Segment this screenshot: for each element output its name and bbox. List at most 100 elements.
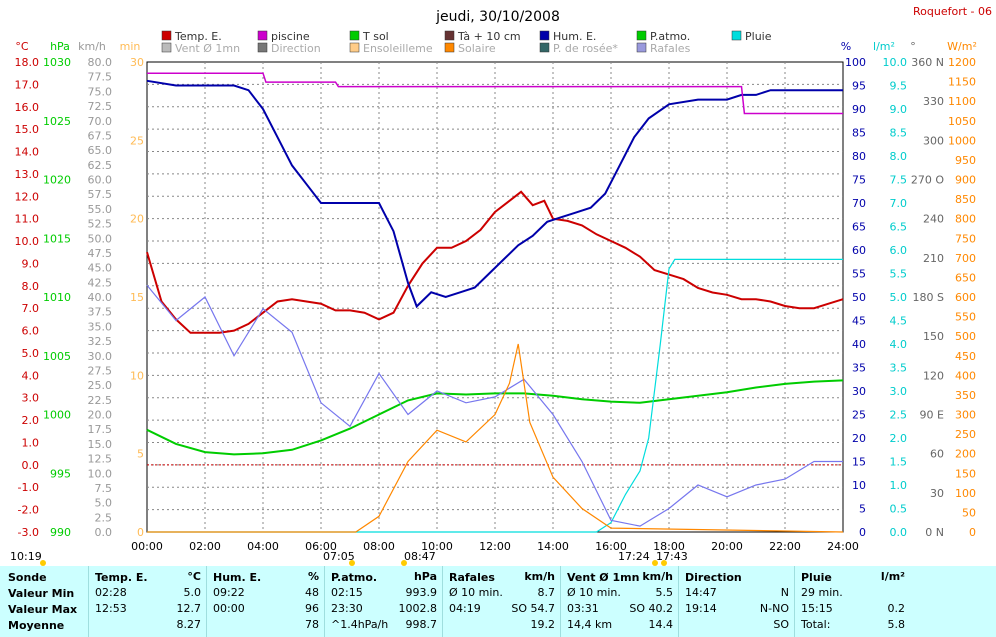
chart-legend: Temp. E. piscine T sol Tà + 10 cm Hum. E. P.a…	[161, 30, 772, 55]
min-axis-tick: 15	[130, 291, 144, 304]
press-axis-tick: 1000	[43, 409, 71, 422]
rain-axis-tick: 8.0	[890, 150, 908, 163]
rain-axis-tick: 2.5	[890, 409, 908, 422]
sun-marker-icon	[349, 560, 355, 566]
wind-axis-tick: 52.5	[88, 218, 113, 231]
legend-swatch	[636, 30, 647, 41]
min-axis-unit: min	[120, 40, 141, 53]
wind-axis-tick: 55.0	[88, 203, 113, 216]
solar-axis-tick: 850	[955, 193, 976, 206]
wind-axis-tick: 22.5	[88, 394, 113, 407]
temp-axis-tick: 11.0	[15, 213, 40, 226]
hum-axis-tick: 90	[852, 103, 866, 116]
min-axis-tick: 25	[130, 134, 144, 147]
x-tick: 00:00	[131, 540, 163, 553]
solar-axis-tick: 250	[955, 428, 976, 441]
temp-axis-tick: -3.0	[18, 526, 39, 539]
tcol-temp-unit: °C	[187, 570, 201, 583]
press-axis-tick: 1015	[43, 232, 71, 245]
solar-axis-tick: 50	[962, 506, 976, 519]
tcol-raf-value: SO 54.7	[511, 602, 555, 615]
x-tick: 06:00	[305, 540, 337, 553]
rain-axis-tick: 5.5	[890, 268, 908, 281]
station-name: Roquefort - 06	[913, 5, 992, 18]
rain-axis-tick: 2.0	[890, 432, 908, 445]
tcol-hum-title: Hum. E.	[213, 571, 262, 584]
tcol-temp-time: 02:28	[95, 586, 127, 599]
tcol-dir-value: N	[780, 586, 789, 599]
weather-chart: jeudi, 30/10/2008 Roquefort - 06 Temp. E…	[10, 5, 992, 566]
tcol-raf-title: Rafales	[449, 571, 495, 584]
temp-axis-tick: 13.0	[15, 168, 40, 181]
time-markers: 10:19 07:05 08:47 17:24 17:43	[10, 550, 688, 566]
marker-t3: 08:47	[404, 550, 436, 563]
solar-axis-tick: 950	[955, 154, 976, 167]
wind-axis-tick: 0.0	[95, 526, 113, 539]
solar-axis-tick: 900	[955, 174, 976, 187]
hum-axis-tick: 30	[852, 385, 866, 398]
dir-axis-tick: 270 O	[911, 174, 944, 187]
legend-label: Ensoleilleme	[363, 42, 433, 55]
temp-axis-tick: 15.0	[15, 123, 40, 136]
tcol-pat-value: 998.7	[405, 618, 438, 631]
rain-axis-tick: 1.5	[890, 456, 908, 469]
x-tick: 08:00	[363, 540, 395, 553]
dir-axis-tick: 360 N	[911, 56, 944, 69]
x-tick: 12:00	[479, 540, 511, 553]
wind-axis-tick: 2.5	[95, 511, 113, 524]
x-tick: 10:00	[421, 540, 453, 553]
sun-marker-icon	[661, 560, 667, 566]
summary-table: Sonde Valeur Min Valeur Max Moyenne Temp…	[0, 566, 996, 637]
hum-axis-tick: 80	[852, 150, 866, 163]
tcol-dir-title: Direction	[685, 571, 742, 584]
hum-axis-tick: 40	[852, 338, 866, 351]
wind-axis-tick: 30.0	[88, 350, 113, 363]
dir-axis-tick: 120	[923, 369, 944, 382]
tcol-dir-value: SO	[773, 618, 789, 631]
dir-axis-tick: 0 N	[925, 526, 944, 539]
legend-label: T sol	[362, 30, 389, 43]
legend-label: Vent Ø 1mn	[175, 42, 240, 55]
solar-axis-tick: 650	[955, 271, 976, 284]
solar-axis-tick: 600	[955, 291, 976, 304]
solar-axis-tick: 1150	[948, 76, 976, 89]
temp-axis-tick: 18.0	[15, 56, 40, 69]
hum-axis-tick: 50	[852, 291, 866, 304]
rain-axis-tick: 9.5	[890, 80, 908, 93]
temp-axis-tick: 0.0	[22, 459, 40, 472]
rain-axis-tick: 0.5	[890, 503, 908, 516]
tcol-vent-value: SO 40.2	[629, 602, 673, 615]
vent-column: Vent Ø 1mn km/h Ø 10 min. 5.5 03:31 SO 40.2 14…	[560, 566, 679, 637]
hum-axis-tick: 70	[852, 197, 866, 210]
series-hum-e	[146, 79, 843, 309]
row-label-max: Valeur Max	[8, 603, 78, 616]
tcol-pluie-value: 5.8	[887, 618, 906, 631]
tcol-temp-value: 12.7	[176, 602, 202, 615]
tcol-temp-time: 12:53	[95, 602, 127, 615]
tcol-pat-time: 23:30	[331, 602, 363, 615]
tcol-pat-value: 993.9	[405, 586, 438, 599]
legend-label: Direction	[271, 42, 321, 55]
legend-label: P. de rosée*	[553, 42, 618, 55]
legend-label: Pluie	[745, 30, 772, 43]
legend-swatch	[257, 42, 268, 53]
legend-swatch	[539, 42, 550, 53]
tcol-temp-value: 5.0	[183, 586, 202, 599]
legend-swatch	[349, 30, 360, 41]
legend-swatch	[257, 30, 268, 41]
legend-swatch	[731, 30, 742, 41]
tcol-temp-value: 8.27	[176, 618, 202, 631]
x-tick: 24:00	[827, 540, 859, 553]
temp-column: Temp. E. °C 02:28 5.0 12:53 12.7 8.27	[88, 566, 207, 637]
tcol-vent-value: 5.5	[655, 586, 674, 599]
hum-axis-tick: 55	[852, 268, 866, 281]
series-piscine	[147, 72, 843, 115]
series-rafales	[146, 284, 843, 527]
dir-axis-tick: 90 E	[920, 409, 944, 422]
wind-axis-tick: 27.5	[88, 364, 113, 377]
wind-axis-tick: 7.5	[95, 482, 113, 495]
press-axis-tick: 1010	[43, 291, 71, 304]
tcol-vent-time: 03:31	[567, 602, 599, 615]
dir-axis-tick: 180 S	[913, 291, 944, 304]
legend-label: Hum. E.	[553, 30, 596, 43]
